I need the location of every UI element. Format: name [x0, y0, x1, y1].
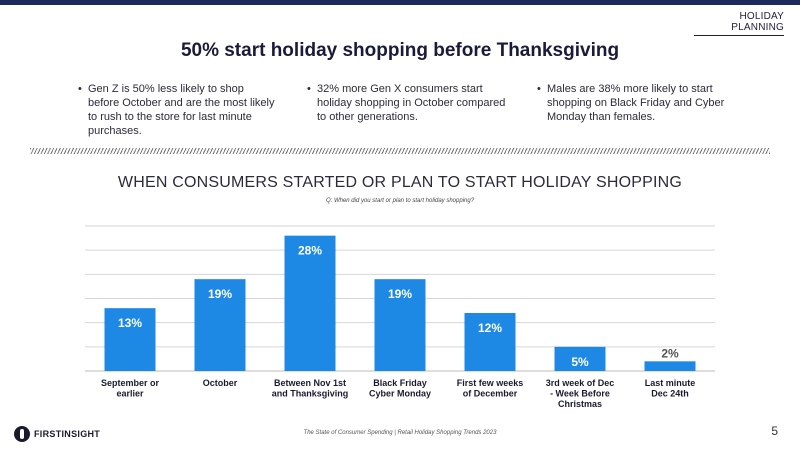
category-label: Cyber Monday: [369, 389, 431, 399]
finding-gen-x: 32% more Gen X consumers start holiday s…: [307, 82, 507, 124]
top-accent-bar: [0, 0, 800, 5]
finding-gen-z: Gen Z is 50% less likely to shop before …: [78, 82, 278, 138]
bar-value-label: 13%: [118, 316, 142, 330]
bar-value-label: 19%: [388, 287, 412, 301]
logo-text: FIRSTINSIGHT: [34, 429, 101, 439]
page-number: 5: [771, 424, 778, 438]
bar-value-label: 5%: [571, 355, 589, 369]
bar: [104, 308, 156, 371]
bar: [284, 235, 336, 371]
footer-source: The State of Consumer Spending | Retail …: [303, 430, 497, 436]
bar-value-label: 12%: [478, 321, 502, 335]
bar: [554, 346, 606, 371]
chart-subtitle: Q: When did you start or plan to start h…: [325, 198, 475, 204]
category-label: First few weeks: [457, 378, 524, 388]
bar-value-label: 28%: [298, 244, 322, 258]
category-label: Last minute: [645, 378, 696, 388]
company-logo: FIRSTINSIGHT: [14, 426, 100, 442]
bar-value-label: 19%: [208, 287, 232, 301]
bar: [464, 313, 516, 371]
category-label: 3rd week of Dec: [546, 378, 615, 388]
section-tag: HOLIDAY PLANNING: [694, 11, 784, 36]
category-label: Black Friday: [373, 378, 427, 388]
page-title: 50% start holiday shopping before Thanks…: [180, 40, 620, 61]
bar: [194, 279, 246, 371]
category-label: of December: [463, 389, 518, 399]
finding-males: Males are 38% more likely to start shopp…: [537, 82, 737, 124]
chart-title: WHEN CONSUMERS STARTED OR PLAN TO START …: [117, 174, 683, 191]
hatched-divider: [30, 148, 770, 154]
bar: [644, 361, 696, 371]
category-label: Christmas: [558, 399, 602, 409]
category-label: earlier: [116, 389, 144, 399]
key-findings: Gen Z is 50% less likely to shop before …: [78, 82, 778, 137]
bar-value-label: 2%: [661, 346, 679, 360]
category-label: and Thanksgiving: [272, 389, 349, 399]
logo-icon: [14, 426, 30, 442]
category-label: September or: [101, 378, 160, 388]
category-label: Between Nov 1st: [274, 378, 346, 388]
category-label: - Week Before: [550, 389, 610, 399]
bar: [374, 279, 426, 371]
category-label: Dec 24th: [651, 389, 689, 399]
category-label: October: [203, 378, 238, 388]
